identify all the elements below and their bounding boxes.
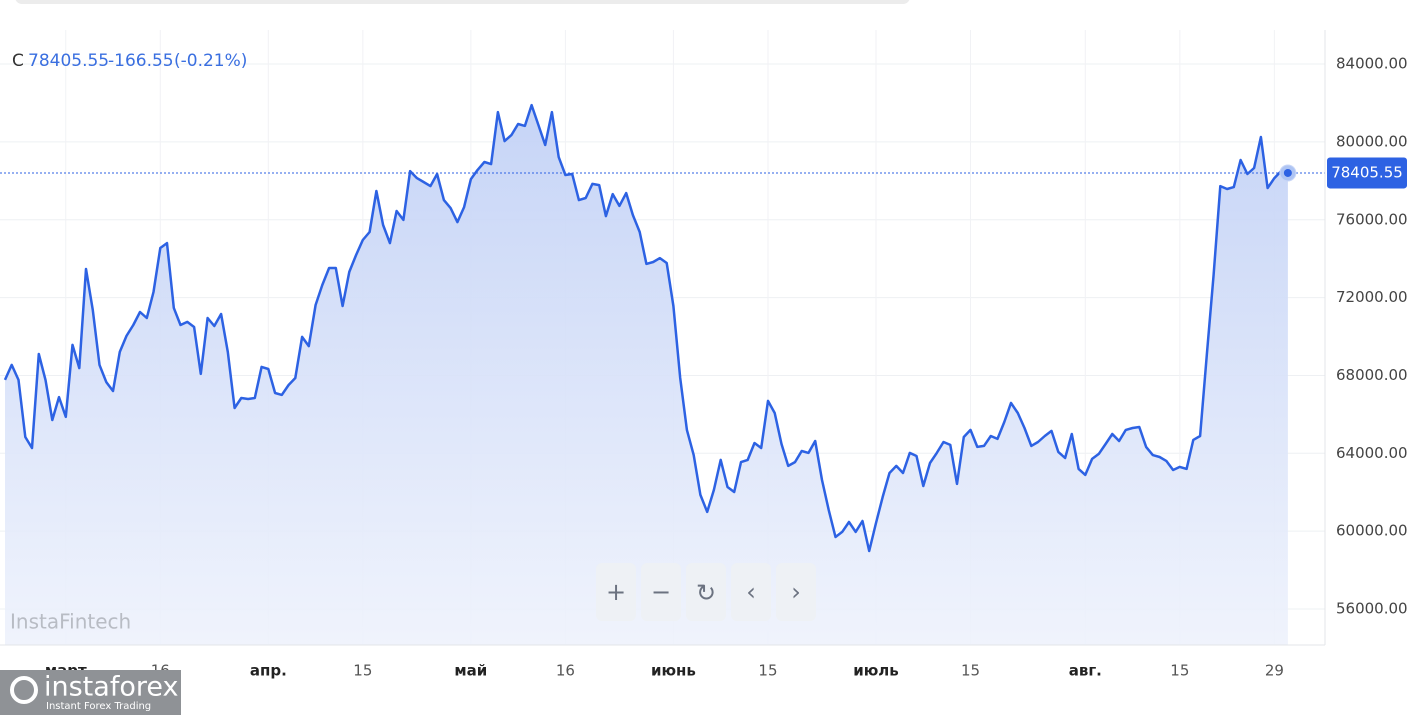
area — [5, 105, 1288, 646]
plot — [0, 103, 1325, 646]
change-percent: (-0.21%) — [174, 51, 247, 71]
svg-text:+: + — [606, 578, 626, 606]
y-tick-label: 76000.00 — [1336, 210, 1408, 228]
brand-logo: instaforex Instant Forex Trading — [0, 670, 181, 715]
x-tick-label: май — [454, 662, 487, 680]
y-tick-label: 80000.00 — [1336, 132, 1408, 150]
x-tick-label: 29 — [1265, 662, 1284, 680]
change-value: -166.55 — [108, 51, 174, 71]
y-tick-label: 60000.00 — [1336, 522, 1408, 540]
top-bar — [15, 0, 910, 4]
logo-icon — [10, 676, 38, 704]
price-line — [3, 103, 1289, 553]
close-prefix: C — [12, 51, 24, 71]
x-tick-label: июль — [853, 662, 899, 680]
last-point — [1283, 168, 1292, 177]
x-tick-label: 15 — [353, 662, 372, 680]
y-tick-label: 72000.00 — [1336, 288, 1408, 306]
x-tick-label: 16 — [556, 662, 575, 680]
x-tick-label: авг. — [1069, 662, 1102, 680]
svg-text:›: › — [791, 578, 801, 606]
scroll-right-button[interactable]: › — [776, 563, 816, 621]
svg-text:−: − — [651, 578, 671, 606]
brand-name: instaforex — [44, 672, 178, 703]
last-price-box — [1327, 157, 1407, 189]
x-tick-label: апр. — [250, 662, 287, 680]
x-tick-label: 15 — [758, 662, 777, 680]
watermark: InstaFintech — [10, 610, 131, 634]
zoom-out-button[interactable]: − — [641, 563, 681, 621]
zoom-controls: + − ↻ ‹ › — [596, 563, 816, 621]
x-tick-label: июнь — [651, 662, 696, 680]
x-tick-label: 15 — [1170, 662, 1189, 680]
x-tick-label: 15 — [961, 662, 980, 680]
y-tick-label: 84000.00 — [1336, 55, 1408, 73]
brand-tagline: Instant Forex Trading — [46, 701, 151, 712]
close-value: 78405.55 — [28, 51, 109, 71]
y-tick-label: 68000.00 — [1336, 366, 1408, 384]
y-tick-label: 56000.00 — [1336, 599, 1408, 617]
svg-text:‹: ‹ — [746, 578, 756, 606]
zoom-in-button[interactable]: + — [596, 563, 636, 621]
svg-text:↻: ↻ — [696, 579, 716, 607]
last-price-label: 78405.55 — [1331, 163, 1403, 181]
scroll-left-button[interactable]: ‹ — [731, 563, 771, 621]
y-tick-label: 64000.00 — [1336, 444, 1408, 462]
reset-button[interactable]: ↻ — [686, 563, 726, 621]
